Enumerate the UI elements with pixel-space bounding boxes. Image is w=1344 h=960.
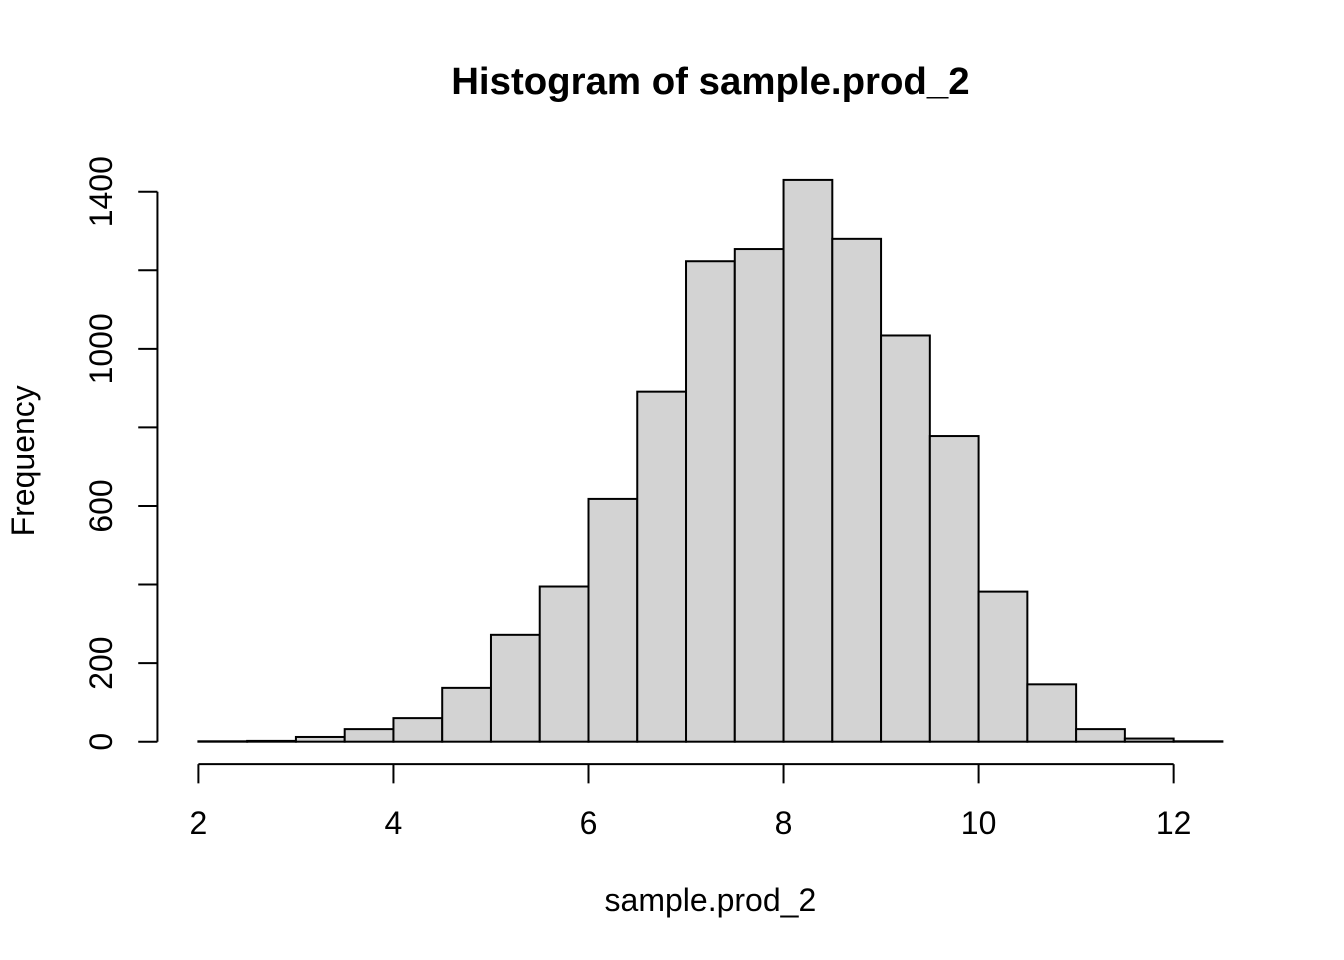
svg-text:Histogram of sample.prod_2: Histogram of sample.prod_2 [451, 60, 969, 103]
svg-text:6: 6 [580, 805, 598, 841]
svg-text:sample.prod_2: sample.prod_2 [605, 882, 817, 918]
svg-text:2: 2 [190, 805, 208, 841]
svg-text:Frequency: Frequency [5, 385, 41, 536]
svg-text:12: 12 [1156, 805, 1192, 841]
svg-text:1000: 1000 [83, 313, 119, 384]
svg-text:200: 200 [83, 636, 119, 689]
svg-text:1400: 1400 [83, 156, 119, 227]
svg-text:10: 10 [961, 805, 997, 841]
svg-text:8: 8 [775, 805, 793, 841]
svg-text:0: 0 [83, 733, 119, 751]
svg-text:4: 4 [385, 805, 403, 841]
svg-text:600: 600 [83, 479, 119, 532]
